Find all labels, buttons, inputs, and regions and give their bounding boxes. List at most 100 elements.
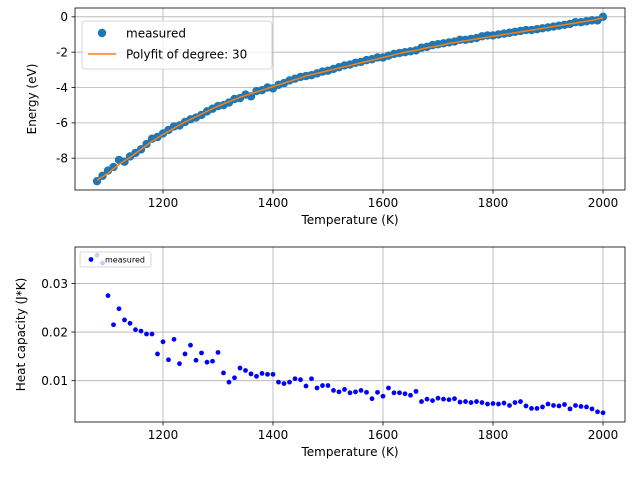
- data-point: [122, 317, 127, 323]
- data-point: [188, 342, 193, 348]
- data-point: [347, 390, 353, 396]
- data-point: [166, 357, 171, 363]
- y-tick-label: -6: [56, 116, 68, 130]
- data-point: [463, 399, 468, 404]
- data-point: [243, 368, 248, 373]
- x-tick-label: 1200: [148, 196, 179, 210]
- data-point: [353, 389, 358, 395]
- data-point: [369, 396, 375, 402]
- legend-marker-swatch: [97, 28, 107, 38]
- data-point: [358, 388, 364, 393]
- data-point: [309, 376, 314, 382]
- y-axis-label: Heat capacity (J*K): [14, 278, 28, 392]
- data-point: [182, 351, 188, 357]
- data-point: [298, 377, 303, 383]
- series-line: [96, 16, 604, 181]
- data-point: [529, 405, 534, 411]
- data-point: [155, 351, 160, 357]
- data-point: [551, 403, 556, 408]
- x-tick-label: 1400: [258, 428, 289, 442]
- data-point: [435, 395, 441, 401]
- data-point: [534, 405, 540, 411]
- data-point: [578, 404, 584, 409]
- data-point: [375, 389, 380, 395]
- data-point: [160, 339, 166, 345]
- y-tick-label: 0.03: [41, 277, 68, 291]
- data-point: [149, 331, 155, 337]
- legend-entry-label: measured: [105, 255, 145, 264]
- data-point: [248, 371, 254, 377]
- data-point: [589, 406, 595, 412]
- data-point: [331, 388, 336, 393]
- data-point: [105, 293, 111, 299]
- y-tick-label: 0.01: [41, 374, 68, 388]
- x-tick-label: 1200: [148, 428, 179, 442]
- legend: measured: [79, 251, 152, 268]
- data-point: [254, 373, 259, 379]
- data-point: [584, 404, 589, 410]
- data-point: [523, 403, 529, 409]
- x-tick-label: 1800: [478, 428, 509, 442]
- legend: measured Polyfit of degree: 30: [81, 20, 273, 70]
- x-axis-label: Temperature (K): [300, 213, 398, 227]
- x-tick-label: 2000: [588, 196, 619, 210]
- data-point: [567, 406, 573, 412]
- x-tick-label: 2000: [588, 428, 619, 442]
- data-point: [545, 401, 551, 407]
- data-point: [419, 399, 424, 404]
- data-point: [144, 331, 149, 337]
- data-point: [501, 400, 507, 406]
- data-point: [232, 375, 237, 381]
- data-point: [314, 385, 320, 391]
- data-point: [562, 402, 567, 407]
- data-point: [457, 399, 463, 405]
- x-axis-label: Temperature (K): [300, 445, 398, 459]
- data-point: [226, 379, 232, 385]
- data-point: [446, 397, 452, 403]
- data-point: [468, 400, 474, 405]
- data-point: [413, 388, 419, 394]
- data-point: [402, 391, 408, 397]
- x-tick-label: 1600: [368, 428, 399, 442]
- data-point: [540, 404, 545, 410]
- data-point: [364, 389, 369, 395]
- data-point: [595, 409, 600, 415]
- data-point: [259, 370, 265, 376]
- data-point: [452, 396, 457, 402]
- y-tick-label: 0.02: [41, 325, 68, 339]
- y-tick-label: 0: [60, 10, 68, 24]
- data-point: [556, 403, 562, 409]
- data-point: [474, 399, 479, 404]
- y-tick-label: -4: [56, 81, 68, 95]
- data-point: [210, 358, 215, 364]
- data-point: [237, 365, 243, 371]
- data-point: [303, 383, 309, 389]
- heat-capacity-chart: 1200 1400 1600 1800 2000 0.01 0.02 0.03 Temperat…: [14, 246, 626, 459]
- data-point: [287, 379, 292, 385]
- data-point: [342, 387, 347, 392]
- data-point: [276, 379, 281, 385]
- data-point: [325, 383, 331, 388]
- data-point: [391, 390, 397, 396]
- data-point: [292, 376, 298, 382]
- data-point: [507, 403, 512, 408]
- y-tick-label: -2: [56, 45, 68, 59]
- y-axis-label: Energy (eV): [25, 64, 39, 135]
- data-point: [109, 162, 118, 172]
- data-point: [430, 398, 435, 404]
- legend-entry-label: measured: [126, 26, 186, 40]
- x-tick-label: 1600: [368, 196, 399, 210]
- data-point: [320, 383, 325, 388]
- y-tick-label: -8: [56, 151, 68, 165]
- data-point: [127, 320, 133, 326]
- data-point: [116, 306, 122, 312]
- data-point: [485, 401, 490, 407]
- data-point: [408, 392, 413, 398]
- x-tick-label: 1400: [258, 196, 289, 210]
- data-point: [221, 370, 226, 376]
- data-point: [490, 401, 496, 406]
- data-point: [265, 371, 270, 377]
- energy-chart: 1200 1400 1600 1800 2000 -8 -6 -4 -2 0 Temperature…: [25, 7, 626, 227]
